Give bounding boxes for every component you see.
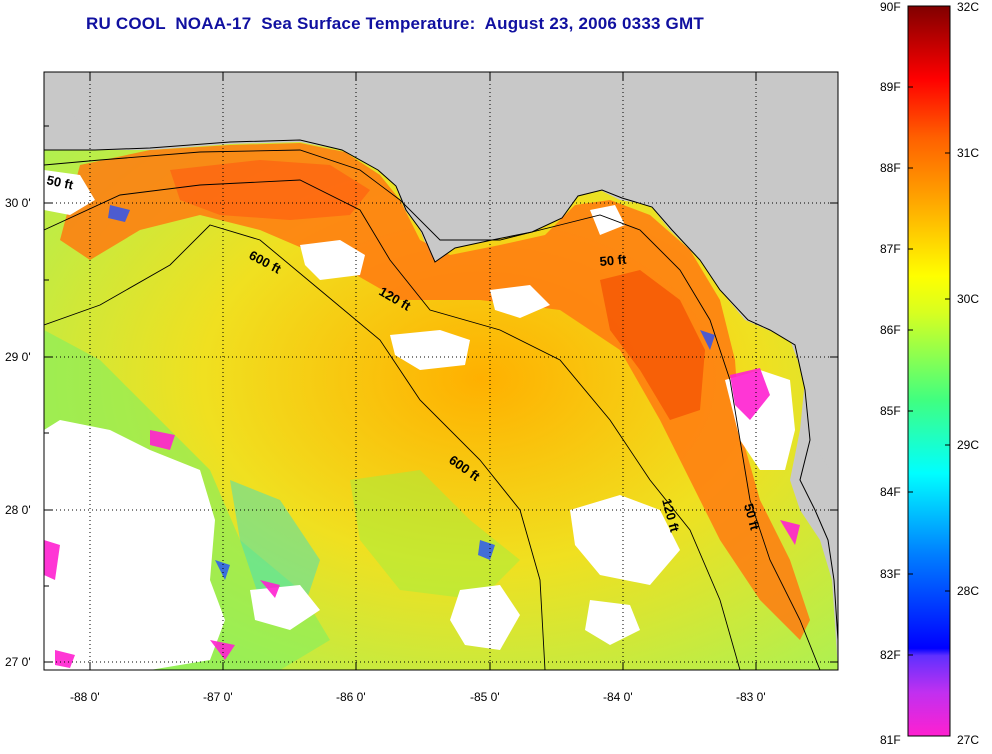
- blue-patch: [700, 330, 715, 350]
- cool-edge-patch: [260, 580, 280, 598]
- cool-edge-patch: [780, 520, 800, 545]
- colorbar-label-f: 87F: [880, 242, 901, 256]
- colorbar-label-c: 28C: [957, 584, 980, 598]
- contour-50ft: [44, 149, 821, 670]
- cloud-area: [250, 585, 320, 630]
- contour-120ft: [44, 179, 741, 670]
- cloud-area: [585, 600, 640, 645]
- blue-pixels: [108, 205, 715, 580]
- coastline: [44, 139, 838, 641]
- cool-edge-patch: [210, 640, 235, 660]
- colorbar-label-f: 85F: [880, 404, 901, 418]
- colorbar-label-f: 90F: [880, 0, 901, 14]
- colorbar-label-f: 88F: [880, 161, 901, 175]
- cloud-area: [300, 240, 365, 280]
- blue-patch: [108, 205, 130, 222]
- cloud-areas: [44, 170, 795, 670]
- lon-label: -85 0': [470, 690, 500, 704]
- cloud-area: [490, 285, 550, 318]
- contour-600ft-west: [44, 224, 546, 670]
- colorbar-label-c: 32C: [957, 0, 980, 14]
- lat-label: 28 0': [5, 503, 31, 517]
- cloud-area: [44, 170, 95, 215]
- colorbar-label-c: 31C: [957, 146, 980, 160]
- warm-patch-west: [170, 160, 370, 220]
- cool-edge-patch: [55, 650, 75, 668]
- cyan-patch: [230, 480, 320, 620]
- colorbar-label-f: 84F: [880, 485, 901, 499]
- lat-label: 29 0': [5, 350, 31, 364]
- hot-core: [600, 270, 705, 420]
- land-north: [44, 72, 838, 490]
- ticks: [44, 72, 838, 670]
- colorbar-label-f: 83F: [880, 567, 901, 581]
- colorbar-label-c: 29C: [957, 438, 980, 452]
- cool-edge-patch: [150, 430, 175, 450]
- cool-edge-patch: [730, 368, 770, 420]
- isobath-contours: [44, 149, 821, 670]
- cloud-area: [44, 420, 225, 670]
- contour-label: 50 ft: [45, 172, 75, 192]
- cool-edge-patch: [44, 540, 60, 580]
- lon-label: -86 0': [336, 690, 366, 704]
- colorbar-label-c: 27C: [957, 733, 980, 747]
- colorbar-ticks: [908, 86, 950, 656]
- cloud-area: [570, 495, 680, 585]
- blue-patch: [215, 560, 230, 580]
- contour-label: 50 ft: [741, 502, 763, 532]
- contour-label: 50 ft: [599, 252, 628, 269]
- cool-offshore: [350, 470, 520, 600]
- lon-label: -88 0': [70, 690, 100, 704]
- colorbar-label-f: 82F: [880, 648, 901, 662]
- cloud-area: [590, 205, 625, 235]
- warm-coastal-band: [60, 143, 810, 640]
- cool-edge-pixels: [44, 368, 800, 668]
- colorbar-label-f: 89F: [880, 80, 901, 94]
- colorbar-label-c: 30C: [957, 292, 980, 306]
- lon-label: -84 0': [603, 690, 633, 704]
- lon-label: -83 0': [736, 690, 766, 704]
- map-frame: [43, 71, 839, 671]
- graticule: [44, 72, 838, 670]
- colorbar: [907, 5, 951, 737]
- blue-patch: [478, 540, 495, 560]
- map-title: RU COOL NOAA-17 Sea Surface Temperature:…: [86, 14, 704, 33]
- land-east: [825, 500, 838, 640]
- colorbar-label-f: 86F: [880, 323, 901, 337]
- lat-label: 27 0': [5, 655, 31, 669]
- cloud-area: [390, 330, 470, 370]
- lat-label: 30 0': [5, 196, 31, 210]
- lon-label: -87 0': [203, 690, 233, 704]
- cloud-area: [450, 585, 520, 650]
- colorbar-label-f: 81F: [880, 733, 901, 747]
